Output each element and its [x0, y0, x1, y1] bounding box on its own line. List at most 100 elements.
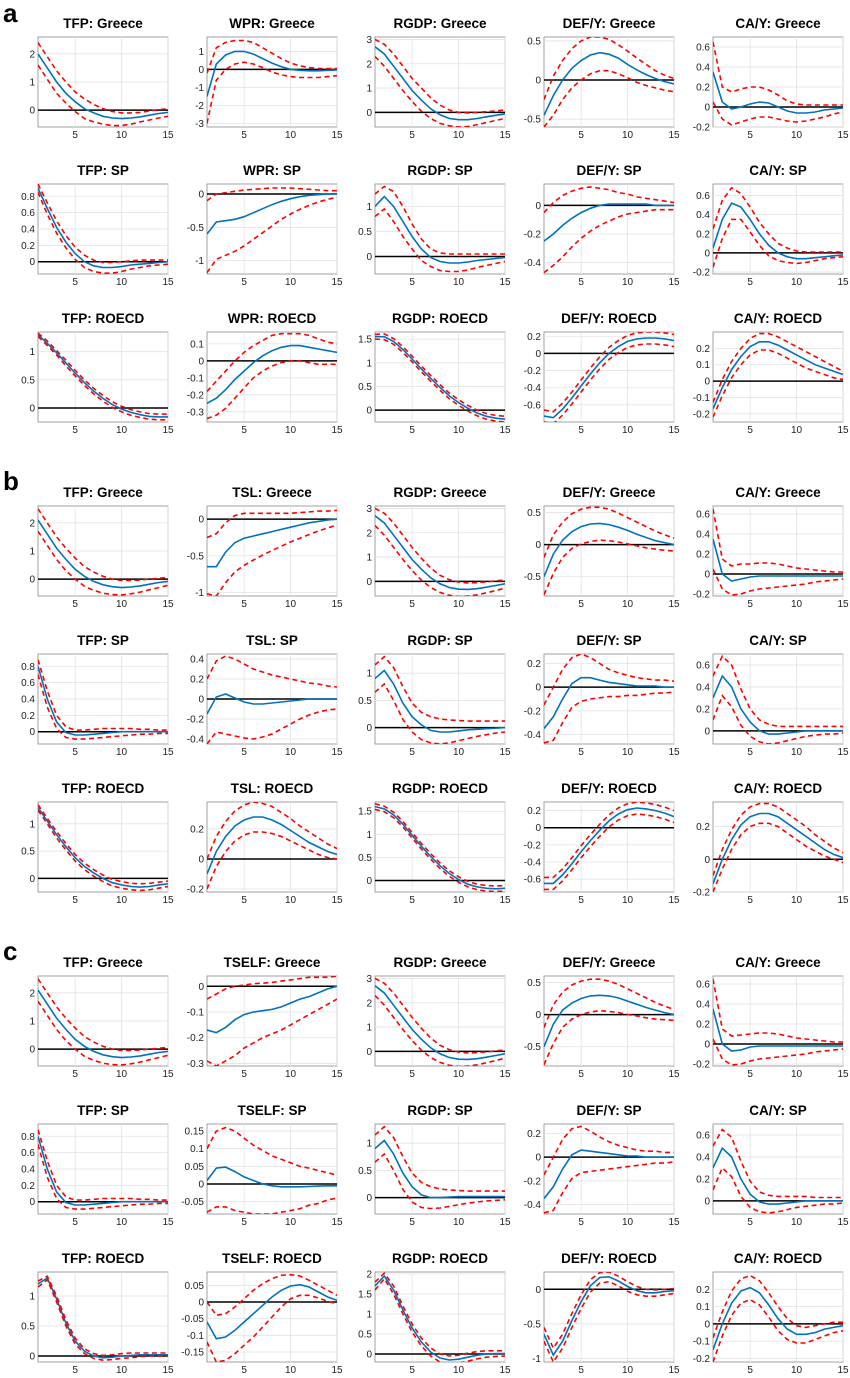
y-tick-label: 0.1: [696, 360, 710, 371]
chart-title: TFP: ROECD: [62, 781, 145, 796]
x-tick-label: 5: [747, 425, 753, 436]
y-tick-label: 0.2: [696, 1020, 710, 1031]
x-tick-label: 15: [668, 747, 680, 758]
y-tick-label: 2: [29, 988, 35, 999]
y-tick-label: 0.2: [696, 1174, 710, 1185]
y-tick-label: 0.5: [358, 227, 372, 238]
x-tick-label: 5: [72, 1069, 78, 1080]
irf-line: [544, 337, 674, 419]
y-tick-label: 0: [366, 1350, 372, 1361]
y-tick-label: 0.4: [696, 210, 710, 221]
confidence-band-lower: [38, 1144, 168, 1210]
confidence-band-upper: [544, 654, 674, 706]
x-tick-label: 15: [837, 747, 849, 758]
y-tick-label: 0.5: [21, 375, 35, 386]
series-group: [713, 1128, 843, 1214]
y-tick-label: -0.5: [187, 223, 205, 234]
confidence-band-upper: [207, 39, 337, 74]
y-tick-label: 0.6: [696, 191, 710, 202]
series-group: [207, 1273, 337, 1362]
y-tick-label: 0.6: [696, 660, 710, 671]
y-tick-label: 0.6: [21, 678, 35, 689]
irf-line: [38, 1276, 168, 1359]
irf-chart: TSL: ROECD 5 10 15 -0.2 0 0.2: [187, 781, 343, 906]
y-tick-label: 0: [535, 1153, 541, 1164]
confidence-band-upper: [207, 1273, 337, 1317]
x-tick-label: 5: [409, 1217, 415, 1228]
confidence-band-lower: [713, 568, 843, 596]
y-tick-label: 0.2: [696, 704, 710, 715]
irf-line: [713, 538, 843, 582]
irf-chart: RGDP: Greece 5 10 15 0 1 2 3: [366, 485, 511, 610]
x-tick-label: 10: [116, 425, 128, 436]
confidence-band-upper: [713, 186, 843, 253]
y-tick-label: -0.2: [524, 840, 542, 851]
x-tick-label: 15: [499, 277, 511, 288]
plot-area: [712, 801, 844, 893]
series-group: [713, 1274, 843, 1362]
x-tick-label: 10: [622, 895, 634, 906]
y-tick-label: -0.2: [524, 230, 542, 241]
y-tick-label: 0.5: [358, 696, 372, 707]
y-tick-label: -0.2: [693, 123, 711, 134]
confidence-band-lower: [713, 218, 843, 268]
y-tick-label: 0: [366, 1193, 372, 1204]
y-tick-label: 0.6: [21, 1148, 35, 1159]
y-tick-label: 0: [366, 108, 372, 119]
y-tick-label: -0.2: [693, 268, 711, 279]
irf-chart: CA/Y: ROECD 5 10 15 -0.2 -0.1 0 0.1 0.2: [693, 1251, 849, 1376]
irf-line: [375, 1274, 505, 1361]
confidence-band-lower: [375, 1152, 505, 1210]
series-group: [544, 654, 674, 744]
irf-chart: TFP: ROECD 5 10 15 0 0.5 1: [21, 1251, 174, 1376]
irf-chart: CA/Y: ROECD 5 10 15 -0.2 0 0.2: [693, 781, 849, 906]
confidence-band-lower: [38, 1000, 168, 1066]
confidence-band-upper: [38, 804, 168, 885]
x-tick-label: 5: [578, 425, 584, 436]
x-tick-label: 10: [285, 1217, 297, 1228]
y-tick-label: 0.8: [21, 662, 35, 673]
panel-labels: a b c: [3, 0, 19, 966]
y-tick-label: 0.5: [527, 508, 541, 519]
series-group: [38, 508, 168, 596]
y-tick-label: 0.4: [696, 530, 710, 541]
y-tick-label: 0: [535, 823, 541, 834]
confidence-band-upper: [713, 802, 843, 876]
y-tick-label: 0.05: [185, 1281, 205, 1292]
series-group: [207, 655, 337, 744]
x-tick-label: 10: [285, 425, 297, 436]
y-tick-label: 1: [29, 347, 35, 358]
irf-line: [544, 676, 674, 730]
irf-line: [207, 985, 337, 1034]
plot-area: [206, 975, 338, 1067]
x-tick-label: 5: [409, 1069, 415, 1080]
y-tick-label: 3: [366, 504, 372, 515]
x-tick-label: 15: [499, 895, 511, 906]
confidence-band-lower: [207, 1294, 337, 1362]
y-tick-label: 0: [198, 356, 204, 367]
confidence-band-upper: [544, 506, 674, 558]
x-tick-label: 5: [241, 895, 247, 906]
x-tick-label: 5: [578, 130, 584, 141]
y-tick-label: 0.2: [696, 822, 710, 833]
y-tick-label: 0.2: [696, 344, 710, 355]
series-group: [375, 1125, 505, 1210]
x-tick-label: 5: [747, 747, 753, 758]
x-tick-label: 5: [409, 425, 415, 436]
x-tick-label: 5: [409, 130, 415, 141]
irf-line: [713, 1146, 843, 1205]
x-tick-label: 5: [747, 1365, 753, 1376]
confidence-band-lower: [713, 822, 843, 892]
confidence-band-upper: [207, 509, 337, 539]
y-tick-label: 0.2: [21, 241, 35, 252]
confidence-band-upper: [38, 508, 168, 582]
y-tick-label: 0: [198, 515, 204, 526]
series-group: [38, 659, 168, 740]
x-tick-label: 5: [578, 1069, 584, 1080]
x-tick-label: 10: [116, 1217, 128, 1228]
y-tick-label: 0: [704, 1319, 710, 1330]
series-group: [544, 332, 674, 422]
x-tick-label: 10: [622, 277, 634, 288]
x-tick-label: 15: [668, 425, 680, 436]
series-group: [207, 802, 337, 890]
